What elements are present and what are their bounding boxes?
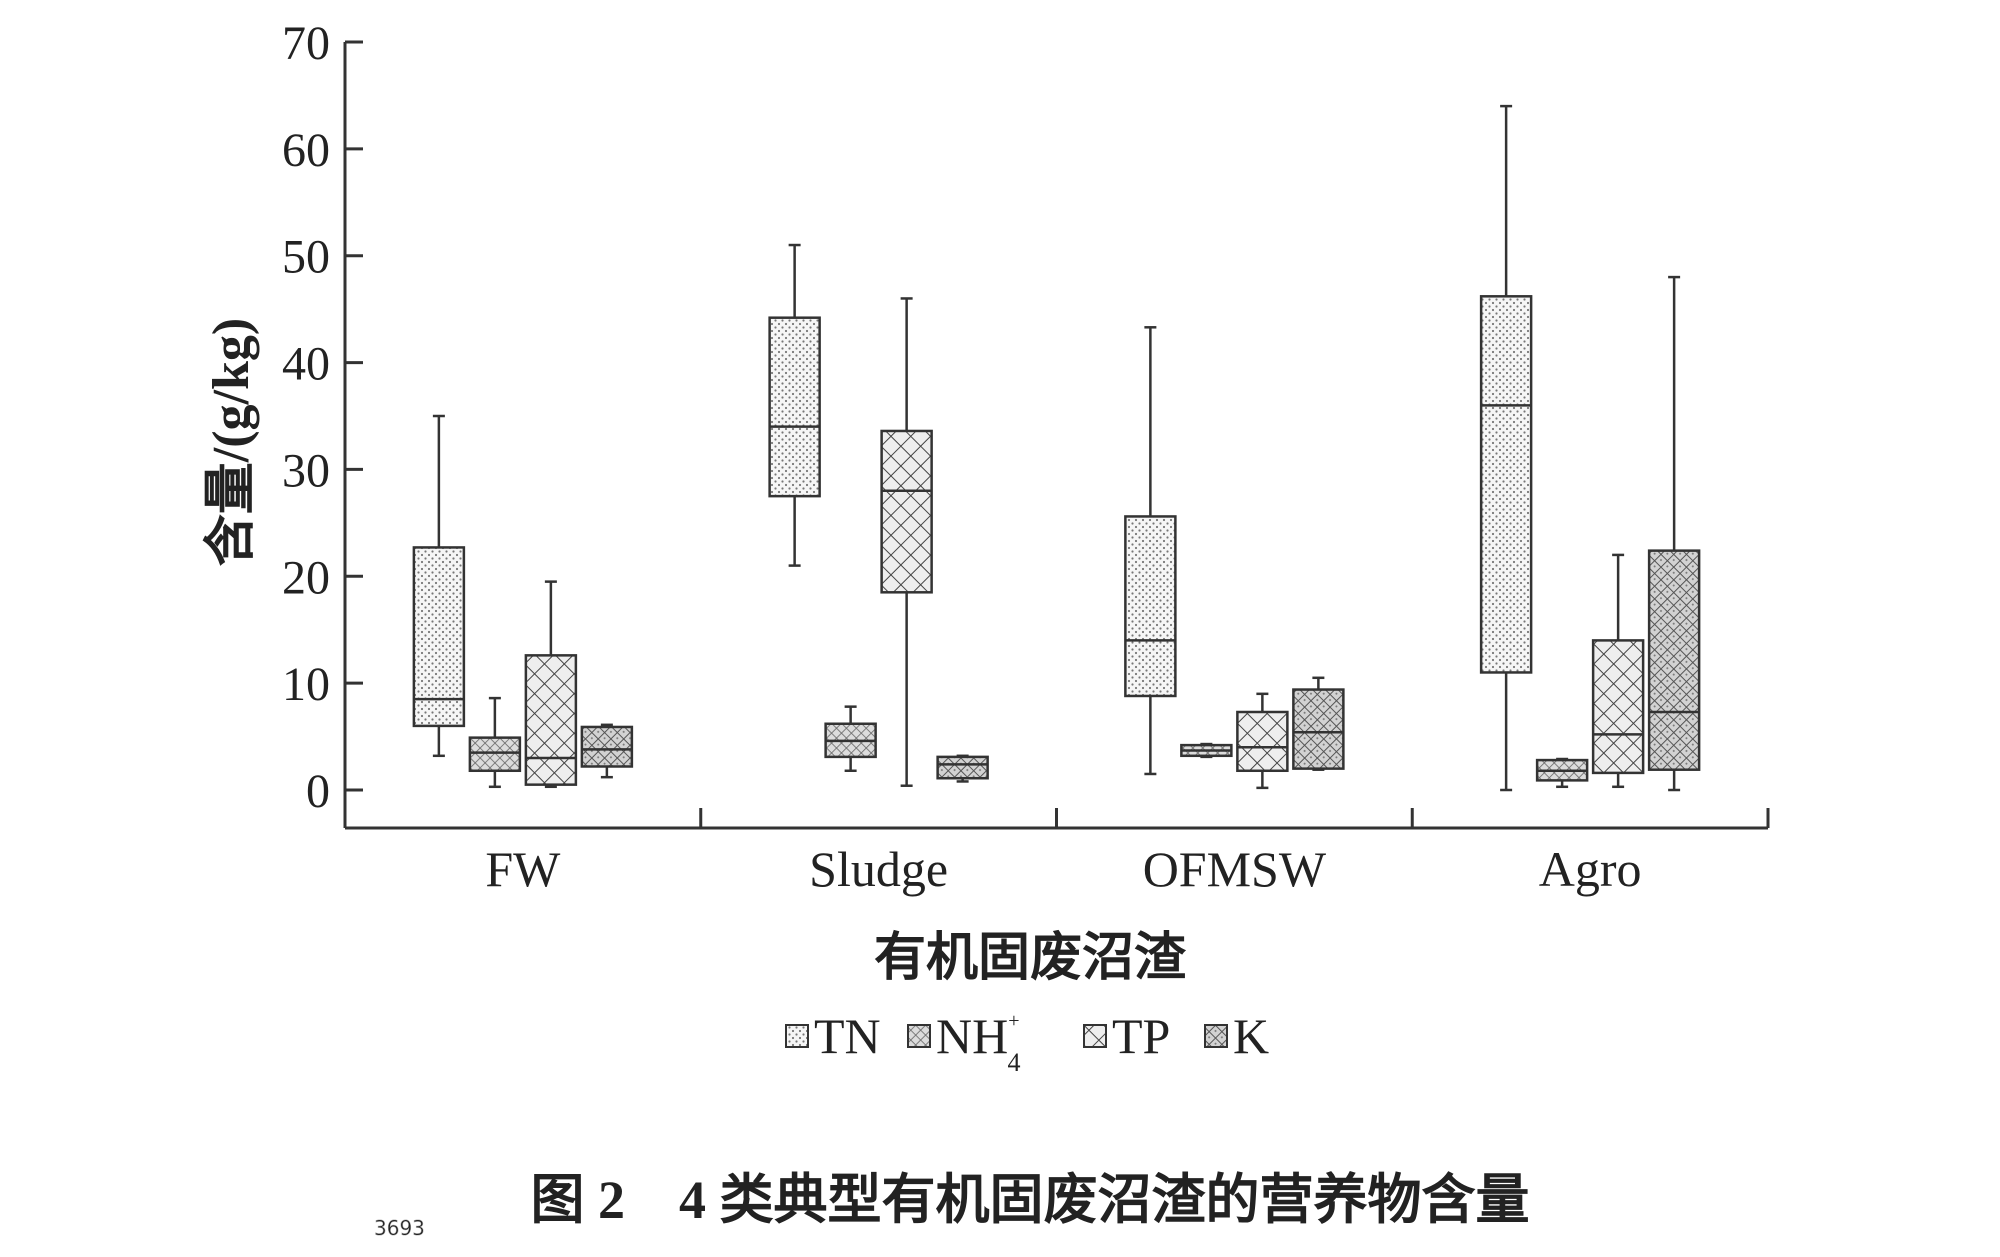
y-tick-label: 60 xyxy=(282,124,330,177)
y-tick-label: 40 xyxy=(282,338,330,391)
box-iqr xyxy=(1236,710,1289,773)
y-tick-label: 0 xyxy=(306,765,330,818)
box-iqr xyxy=(1124,515,1177,698)
watermark: 3693 xyxy=(374,1216,425,1240)
x-tick-label-ofmsw: OFMSW xyxy=(1143,841,1327,897)
legend-label: K xyxy=(1233,1008,1269,1064)
box-k-ofmsw xyxy=(1292,676,1345,771)
box-tp-ofmsw xyxy=(1236,692,1289,790)
box-iqr xyxy=(412,546,466,728)
box-iqr xyxy=(1591,639,1645,775)
box-tn-ofmsw xyxy=(1124,326,1177,776)
y-axis-label: 含量/(g/kg) xyxy=(202,318,260,566)
box-k-agro xyxy=(1647,275,1701,792)
box-k-sludge xyxy=(936,754,989,783)
y-tick-label: 30 xyxy=(282,444,330,497)
box-iqr xyxy=(1647,549,1701,771)
box-nh4-ofmsw xyxy=(1180,742,1233,759)
box-iqr xyxy=(936,755,989,780)
legend-item-tn: TN xyxy=(785,1008,881,1064)
box-k-fw xyxy=(580,723,634,779)
box-iqr xyxy=(1479,295,1533,674)
box-tn-sludge xyxy=(768,243,821,567)
box-iqr xyxy=(1292,688,1345,770)
box-tn-fw xyxy=(412,414,466,758)
y-axis-ticks: 0 10 20 30 40 50 60 70 xyxy=(282,17,363,818)
box-tp-agro xyxy=(1591,553,1645,789)
figure-caption: 图 2 4 类典型有机固废沼渣的营养物含量 xyxy=(531,1170,1530,1230)
x-tick-label-sludge: Sludge xyxy=(809,841,948,897)
box-nh4-agro xyxy=(1535,757,1589,789)
legend-item-k: K xyxy=(1204,1008,1269,1064)
box-tn-agro xyxy=(1479,104,1533,792)
x-axis-label: 有机固废沼渣 xyxy=(874,929,1187,987)
legend-swatch xyxy=(1083,1024,1107,1048)
box-iqr xyxy=(468,736,522,773)
box-iqr xyxy=(580,725,634,768)
x-tick-label-fw: FW xyxy=(485,841,561,897)
legend-swatch xyxy=(785,1024,809,1048)
box-nh4-fw xyxy=(468,696,522,789)
legend-label: NH+ 4 xyxy=(936,1008,1021,1077)
y-tick-label: 70 xyxy=(282,17,330,70)
box-iqr xyxy=(880,429,933,594)
legend-swatch xyxy=(907,1024,931,1048)
legend-item-tp: TP xyxy=(1083,1008,1170,1064)
box-tp-sludge xyxy=(880,297,933,787)
box-iqr xyxy=(524,654,578,786)
legend-item-nh4: NH+ 4 xyxy=(907,1008,1021,1077)
legend-swatch xyxy=(1204,1024,1228,1048)
legend: TN NH+ 4 TP K xyxy=(785,1008,1269,1077)
legend-label: TP xyxy=(1112,1008,1170,1064)
y-tick-label: 20 xyxy=(282,551,330,604)
y-tick-label: 10 xyxy=(282,658,330,711)
y-tick-label: 50 xyxy=(282,231,330,284)
box-plots xyxy=(412,104,1701,792)
legend-label: TN xyxy=(814,1008,881,1064)
x-axis-ticks: FW Sludge OFMSW Agro xyxy=(485,808,1770,897)
box-nh4-sludge xyxy=(824,705,877,773)
box-iqr xyxy=(768,316,821,498)
x-tick-label-agro: Agro xyxy=(1539,841,1642,897)
box-tp-fw xyxy=(524,580,578,789)
